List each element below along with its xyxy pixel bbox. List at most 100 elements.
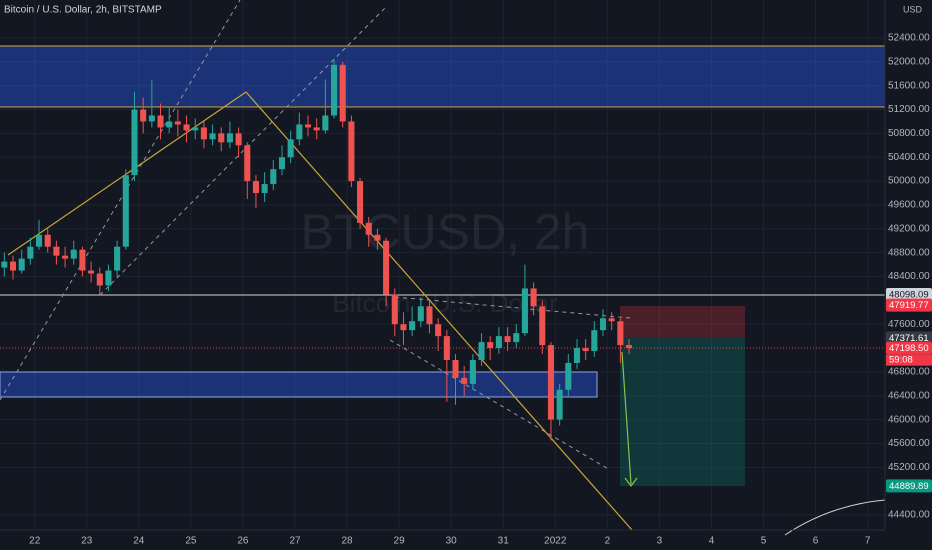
x-tick-label: 29 (394, 536, 406, 547)
candle-body (131, 109, 138, 176)
candle-body (70, 249, 77, 259)
candle-body (166, 121, 173, 128)
candle-body (339, 64, 346, 122)
y-tick-label: 46800.00 (888, 367, 930, 378)
stop-zone (620, 306, 745, 338)
x-tick-label: 31 (498, 536, 510, 547)
target-arrow-head (624, 477, 638, 487)
y-tick-label: 51200.00 (888, 104, 930, 115)
x-tick-label: 7 (865, 536, 871, 547)
x-tick-label: 2 (605, 536, 611, 547)
candle-body (270, 169, 277, 185)
price-label: 47198.50 (889, 343, 929, 354)
candle-body (539, 306, 546, 346)
trend-line (7, 91, 633, 531)
triangle-line (389, 339, 611, 471)
grid (0, 0, 885, 530)
candle-body (521, 288, 528, 334)
countdown-box (886, 354, 932, 366)
candle-body (235, 133, 242, 146)
candle-body (322, 115, 329, 131)
x-tick-label: 2022 (544, 536, 567, 547)
price-label-box (886, 479, 932, 493)
candle-body (140, 109, 147, 122)
candle-body (504, 336, 511, 343)
x-tick-label: 23 (81, 536, 93, 547)
candle-body (96, 273, 103, 286)
candle-body (469, 359, 476, 384)
candle-body (478, 342, 485, 360)
y-tick-label: 48400.00 (888, 271, 930, 282)
x-tick-label: 3 (657, 536, 663, 547)
candle-body (565, 362, 572, 390)
target-zone (620, 338, 745, 486)
candle-body (626, 345, 633, 349)
channel-line (99, 7, 386, 296)
candle-body (530, 288, 537, 307)
y-tick-label: 48800.00 (888, 247, 930, 258)
resistance-zone (0, 46, 885, 107)
price-label-box (886, 341, 932, 355)
candle-body (426, 306, 433, 325)
candle-body (417, 306, 424, 322)
candle-body (9, 261, 17, 271)
candle-body (608, 318, 615, 322)
candle-body (582, 348, 589, 352)
watermark-subtitle: Bitcoin / U.S. Dollar (332, 288, 558, 318)
candle-body (357, 181, 364, 223)
x-tick-label: 22 (29, 536, 41, 547)
candle-body (556, 389, 563, 420)
candle-body (348, 121, 355, 182)
x-tick-label: 26 (237, 536, 249, 547)
drawings (0, 0, 886, 536)
candle-body (599, 318, 607, 331)
axis-labels: 52400.00 52000.00 51600.00 51200.00 50800.00… (29, 33, 932, 547)
candle-body (36, 234, 43, 247)
candle-body (452, 359, 459, 378)
price-label: 44889.89 (889, 481, 929, 492)
x-tick-label: 27 (289, 536, 301, 547)
candle-body (383, 240, 390, 295)
candle-body (304, 124, 312, 128)
candle-body (495, 336, 502, 349)
y-tick-label: 50800.00 (888, 128, 930, 139)
price-label: 48098.09 (889, 290, 929, 301)
y-tick-label: 47600.00 (888, 319, 930, 330)
price-label-box (886, 288, 932, 302)
candle-body (174, 121, 181, 125)
candle-body (200, 127, 207, 140)
x-tick-label: 28 (341, 536, 353, 547)
candle-body (183, 124, 190, 131)
candle-body (547, 345, 554, 420)
candle-body (435, 324, 442, 337)
candle-body (192, 127, 199, 131)
y-tick-label: 49200.00 (888, 223, 930, 234)
price-label-box (886, 298, 932, 312)
chart-title: Bitcoin / U.S. Dollar, 2h, BITSTAMP (4, 5, 162, 16)
candle-body (409, 321, 416, 331)
candle-body (296, 124, 303, 140)
candle-body (1, 261, 8, 268)
candle-body (400, 324, 407, 331)
candle-body (313, 127, 320, 131)
candle-body (617, 321, 624, 346)
candle-body (209, 133, 216, 140)
candle-body (331, 64, 338, 116)
y-tick-label: 49600.00 (888, 200, 930, 211)
price-axis (885, 0, 932, 550)
y-tick-label: 50000.00 (888, 176, 930, 187)
candle-body (244, 145, 251, 182)
target-arrow (621, 351, 632, 485)
arc (784, 499, 886, 536)
candle-body (122, 175, 129, 247)
candle-body (44, 234, 51, 247)
candle-body (443, 336, 450, 360)
y-tick-label: 52000.00 (888, 56, 930, 67)
candle-body (513, 333, 520, 343)
candle-body (487, 342, 494, 349)
candles (1, 58, 633, 441)
y-tick-label: 46000.00 (888, 414, 930, 425)
